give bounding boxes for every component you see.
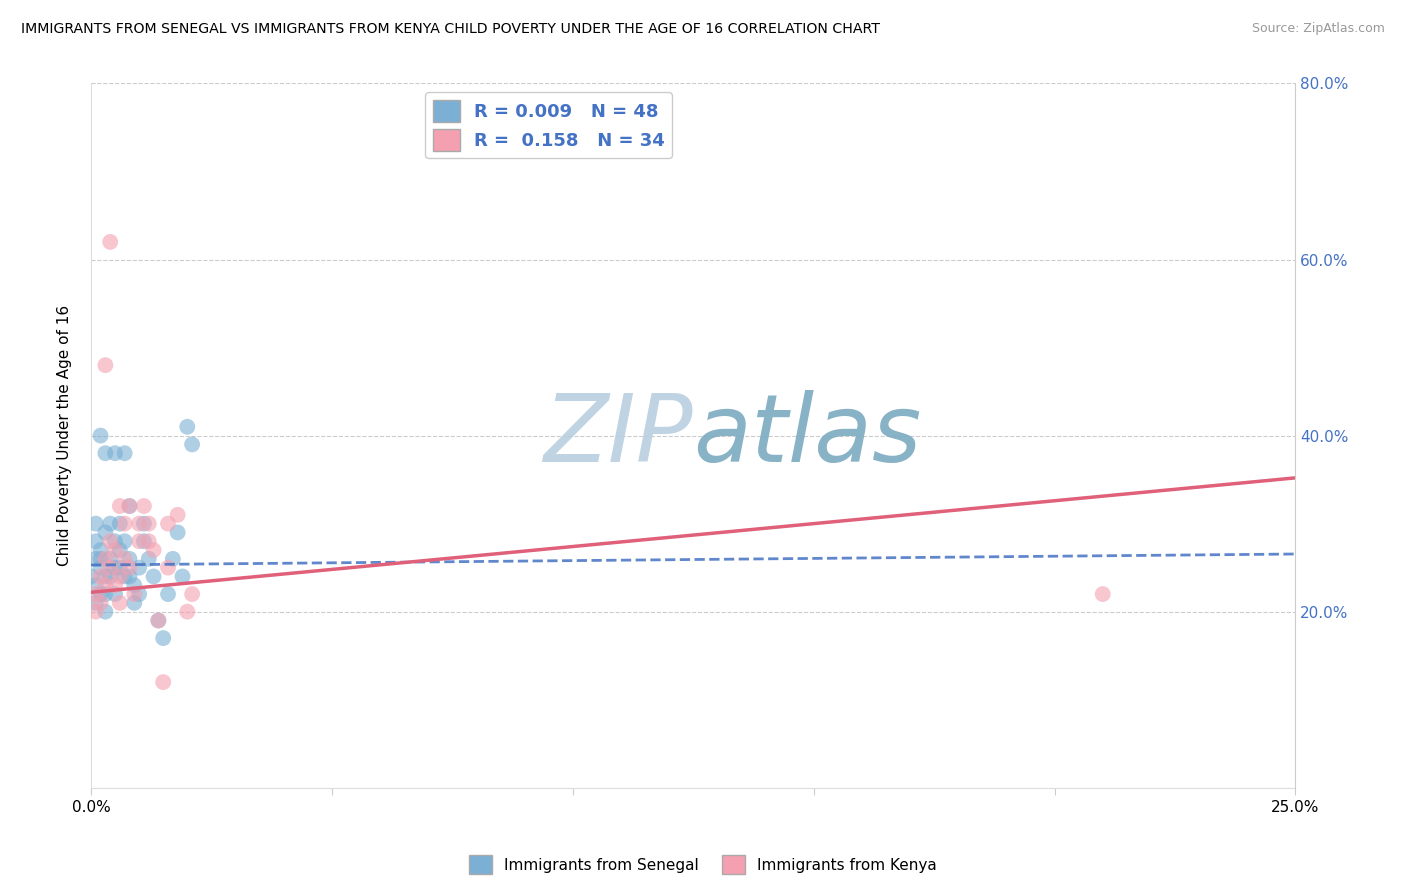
Point (124, 596, 146, 610)
Point (118, 552, 141, 566)
Point (108, 499, 131, 513)
Point (148, 614, 170, 628)
Point (118, 569, 141, 583)
Point (176, 605, 198, 619)
Point (98, 534, 121, 549)
Point (157, 560, 180, 574)
Point (1091, 587, 1114, 601)
Point (166, 525, 188, 540)
Point (80, 569, 103, 583)
Point (84, 578, 107, 592)
Point (157, 516, 180, 531)
Point (98, 569, 121, 583)
Point (176, 419, 198, 434)
Point (157, 587, 180, 601)
Point (138, 552, 160, 566)
Point (162, 552, 184, 566)
Point (84, 587, 107, 601)
Point (98, 235, 121, 249)
Point (128, 560, 150, 574)
Point (132, 534, 155, 549)
Point (114, 534, 136, 549)
Point (90, 560, 112, 574)
Point (118, 560, 141, 574)
Point (94, 552, 117, 566)
Point (104, 543, 127, 558)
Point (98, 560, 121, 574)
Point (104, 587, 127, 601)
Point (166, 508, 188, 522)
Legend: Immigrants from Senegal, Immigrants from Kenya: Immigrants from Senegal, Immigrants from… (463, 849, 943, 880)
Point (132, 499, 155, 513)
Text: atlas: atlas (693, 390, 921, 481)
Point (138, 516, 160, 531)
Point (108, 516, 131, 531)
Point (138, 534, 160, 549)
Point (148, 614, 170, 628)
Point (108, 596, 131, 610)
Point (98, 552, 121, 566)
Point (104, 578, 127, 592)
Point (94, 578, 117, 592)
Point (114, 552, 136, 566)
Y-axis label: Child Poverty Under the Age of 16: Child Poverty Under the Age of 16 (58, 305, 72, 566)
Point (84, 605, 107, 619)
Point (84, 552, 107, 566)
Point (172, 569, 194, 583)
Point (114, 516, 136, 531)
Point (128, 587, 150, 601)
Point (142, 543, 165, 558)
Point (84, 516, 107, 531)
Point (124, 578, 146, 592)
Point (84, 534, 107, 549)
Point (181, 587, 204, 601)
Point (118, 499, 141, 513)
Point (94, 569, 117, 583)
Point (108, 543, 131, 558)
Point (94, 587, 117, 601)
Point (181, 437, 204, 451)
Point (124, 587, 146, 601)
Point (90, 428, 112, 442)
Point (94, 446, 117, 460)
Point (152, 675, 174, 690)
Point (128, 516, 150, 531)
Point (104, 534, 127, 549)
Point (114, 446, 136, 460)
Point (84, 596, 107, 610)
Point (114, 569, 136, 583)
Point (108, 569, 131, 583)
Point (90, 596, 112, 610)
Point (98, 516, 121, 531)
Point (94, 358, 117, 372)
Point (94, 525, 117, 540)
Point (90, 569, 112, 583)
Point (90, 552, 112, 566)
Point (118, 499, 141, 513)
Point (104, 446, 127, 460)
Point (104, 560, 127, 574)
Text: ZIP: ZIP (544, 390, 693, 481)
Text: Source: ZipAtlas.com: Source: ZipAtlas.com (1251, 22, 1385, 36)
Text: IMMIGRANTS FROM SENEGAL VS IMMIGRANTS FROM KENYA CHILD POVERTY UNDER THE AGE OF : IMMIGRANTS FROM SENEGAL VS IMMIGRANTS FR… (21, 22, 880, 37)
Point (128, 534, 150, 549)
Point (108, 560, 131, 574)
Point (94, 605, 117, 619)
Point (132, 516, 155, 531)
Point (90, 543, 112, 558)
Point (90, 587, 112, 601)
Legend: R = 0.009   N = 48, R =  0.158   N = 34: R = 0.009 N = 48, R = 0.158 N = 34 (425, 93, 672, 158)
Point (142, 569, 165, 583)
Point (152, 631, 174, 645)
